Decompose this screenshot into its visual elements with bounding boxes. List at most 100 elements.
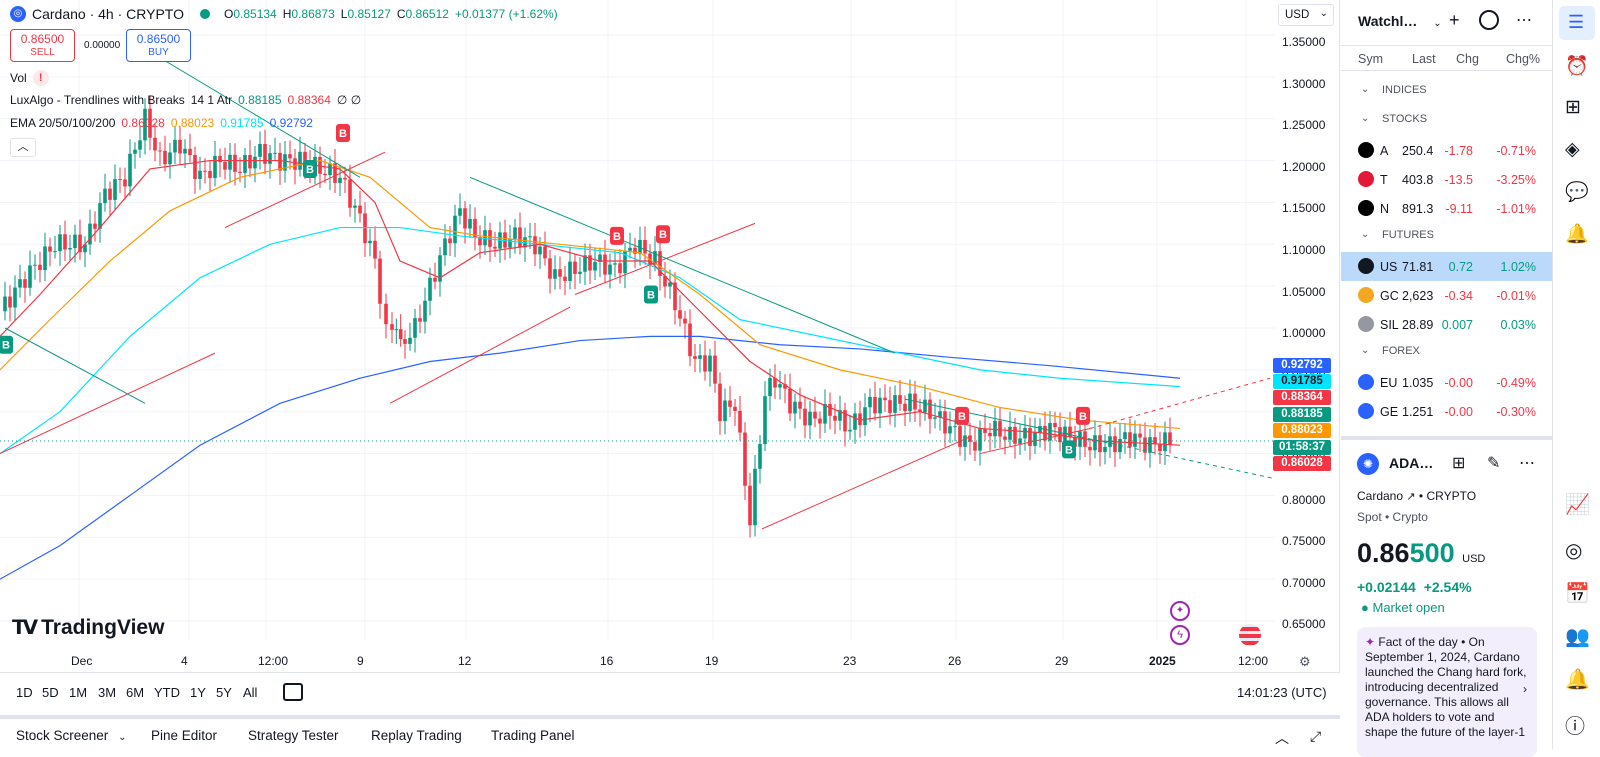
candle-body [1103,446,1107,453]
col-chg-pct[interactable]: Chg% [1506,52,1541,66]
timeframe-3m[interactable]: 3M [98,685,117,700]
more-icon[interactable]: ⋯ [1516,12,1532,29]
watchlist-title[interactable]: Watchl… ⌄ [1358,13,1442,29]
candle-body [473,218,477,238]
tradingview-logo[interactable]: 𝗧𝗩 TradingView [12,615,164,640]
timeframe-6m[interactable]: 6M [126,685,145,700]
col-chg[interactable]: Chg [1456,52,1479,66]
watchlist-row[interactable]: EU 1.035 -0.00 -0.49% [1341,368,1552,397]
luxalgo-value-1: 0.88185 [238,93,282,107]
candle-body [588,255,592,271]
row-pct: 0.03% [1500,318,1536,332]
fact-of-the-day[interactable]: ✦ Fact of the day • On September 1, 2024… [1357,627,1537,757]
utc-clock[interactable]: 14:01:23 (UTC) [1237,685,1327,700]
candle-body [403,339,407,344]
ema-legend[interactable]: EMA 20/50/100/200 0.86028 0.88023 0.9178… [10,116,313,130]
timeframe-1m[interactable]: 1M [69,685,88,700]
watchlist-row[interactable]: US 71.81 0.72 1.02% [1341,252,1552,281]
candle-body [813,411,817,419]
candle-body [433,277,437,282]
warning-icon[interactable]: ! [32,70,49,86]
candle-body [958,426,962,447]
users-icon[interactable]: 👥 [1565,626,1590,648]
price-chart[interactable]: B B B B B B B B B [0,0,1340,672]
watchlist-row[interactable]: SIL 28.89 0.007 0.03% [1341,310,1552,339]
watchlist-row[interactable]: A 250.4 -1.78 -0.71% [1341,136,1552,165]
bell-icon[interactable]: 🔔 [1565,224,1589,245]
price-tag: 0.88185 [1273,407,1331,422]
timeframe-1d[interactable]: 1D [16,685,33,700]
volume-legend[interactable]: Vol ! [10,70,49,86]
break-badge-label: B [1065,444,1073,456]
details-name[interactable]: Cardano [1357,489,1404,503]
candle-body [163,150,167,165]
timeframe-all[interactable]: All [243,685,258,700]
candle-body [3,296,7,312]
candle-body [363,213,367,244]
chevron-up-icon[interactable]: ︿ [1275,730,1289,746]
trendline-resistance [149,51,361,178]
tab-stock-screener[interactable]: Stock Screener ⌄ [16,728,126,743]
grid-layout-icon[interactable]: ⊞ [1452,455,1466,472]
candle-body [843,410,847,432]
watchlist-row[interactable]: GE 1.251 -0.00 -0.30% [1341,397,1552,426]
col-last[interactable]: Last [1412,52,1436,66]
buy-button[interactable]: 0.86500 BUY [126,29,191,62]
time-tick: 4 [181,654,188,668]
candle-body [263,143,267,164]
maximize-icon[interactable]: ⤢ [1310,728,1322,744]
watchlist-row[interactable]: GC 2,623 -0.34 -0.01% [1341,281,1552,310]
candle-body [423,300,427,322]
candle-body [233,154,237,172]
layers-icon[interactable]: ◈ [1565,139,1580,160]
luxalgo-legend[interactable]: LuxAlgo - Trendlines with Breaks 14 1 At… [10,93,361,107]
add-list-icon[interactable]: ⊞ [1565,97,1581,118]
tab-strategy-tester[interactable]: Strategy Tester [248,728,339,743]
timeframe-5d[interactable]: 5D [42,685,59,700]
chevron-right-icon[interactable]: › [1523,682,1527,696]
tab-replay-trading[interactable]: Replay Trading [371,728,462,743]
timeframe-1y[interactable]: 1Y [190,685,206,700]
tab-trading-panel[interactable]: Trading Panel [491,728,575,743]
watchlist-row[interactable]: N 891.3 -9.11 -1.01% [1341,194,1552,223]
timeframe-5y[interactable]: 5Y [216,685,232,700]
candle-body [778,384,782,388]
help-icon[interactable]: ⓘ [1565,716,1585,738]
watchlist-details-icon[interactable] [1479,10,1499,30]
calendar-icon[interactable]: 📅 [1565,583,1590,605]
break-badge [336,123,350,142]
col-sym[interactable]: Sym [1358,52,1383,66]
timeframe-ytd[interactable]: YTD [154,685,180,700]
alarm-clock-icon[interactable]: ⏰ [1565,56,1589,77]
currency-select[interactable]: USD ⌄ [1278,4,1334,26]
panel-divider[interactable] [1341,436,1552,440]
chat-icon[interactable]: 💬 [1565,182,1589,203]
tab-pine-editor[interactable]: Pine Editor [151,728,218,743]
chart-settings-icon[interactable]: ⚙ [1299,654,1311,669]
edit-icon[interactable]: ✎ [1487,455,1501,472]
notification-icon[interactable]: 🔔 [1565,669,1590,691]
target-icon[interactable]: ◎ [1565,540,1583,562]
date-range-icon[interactable] [283,683,303,701]
candle-body [218,155,222,163]
symbol-title[interactable]: Cardano · 4h · CRYPTO [32,6,184,22]
external-link-icon[interactable]: ↗ [1406,491,1416,503]
chart-line-icon[interactable]: 📈 [1565,494,1590,516]
details-symbol[interactable]: ADA… [1389,455,1434,471]
watchlist-toggle-button[interactable]: ☰ [1559,6,1595,40]
watchlist-row[interactable]: T 403.8 -13.5 -3.25% [1341,165,1552,194]
time-tick: Dec [71,654,93,668]
candle-body [573,261,577,274]
candle-body [243,154,247,173]
event-marker-icon[interactable]: ✦ [1170,601,1190,621]
us-flag-icon[interactable] [1239,624,1261,646]
collapse-legend-button[interactable]: ︿ [10,138,36,157]
more-icon[interactable]: ⋯ [1519,455,1535,472]
price-tick: 1.10000 [1282,243,1326,257]
timeframe-bar: 1D 5D 1M 3M 6M YTD 1Y 5Y All 14:01:23 (UTC) [0,672,1340,712]
candle-body [993,420,997,437]
add-symbol-icon[interactable]: + [1449,10,1460,30]
lightning-event-icon[interactable]: ϟ [1170,625,1190,645]
sell-button[interactable]: 0.86500 SELL [10,29,75,62]
